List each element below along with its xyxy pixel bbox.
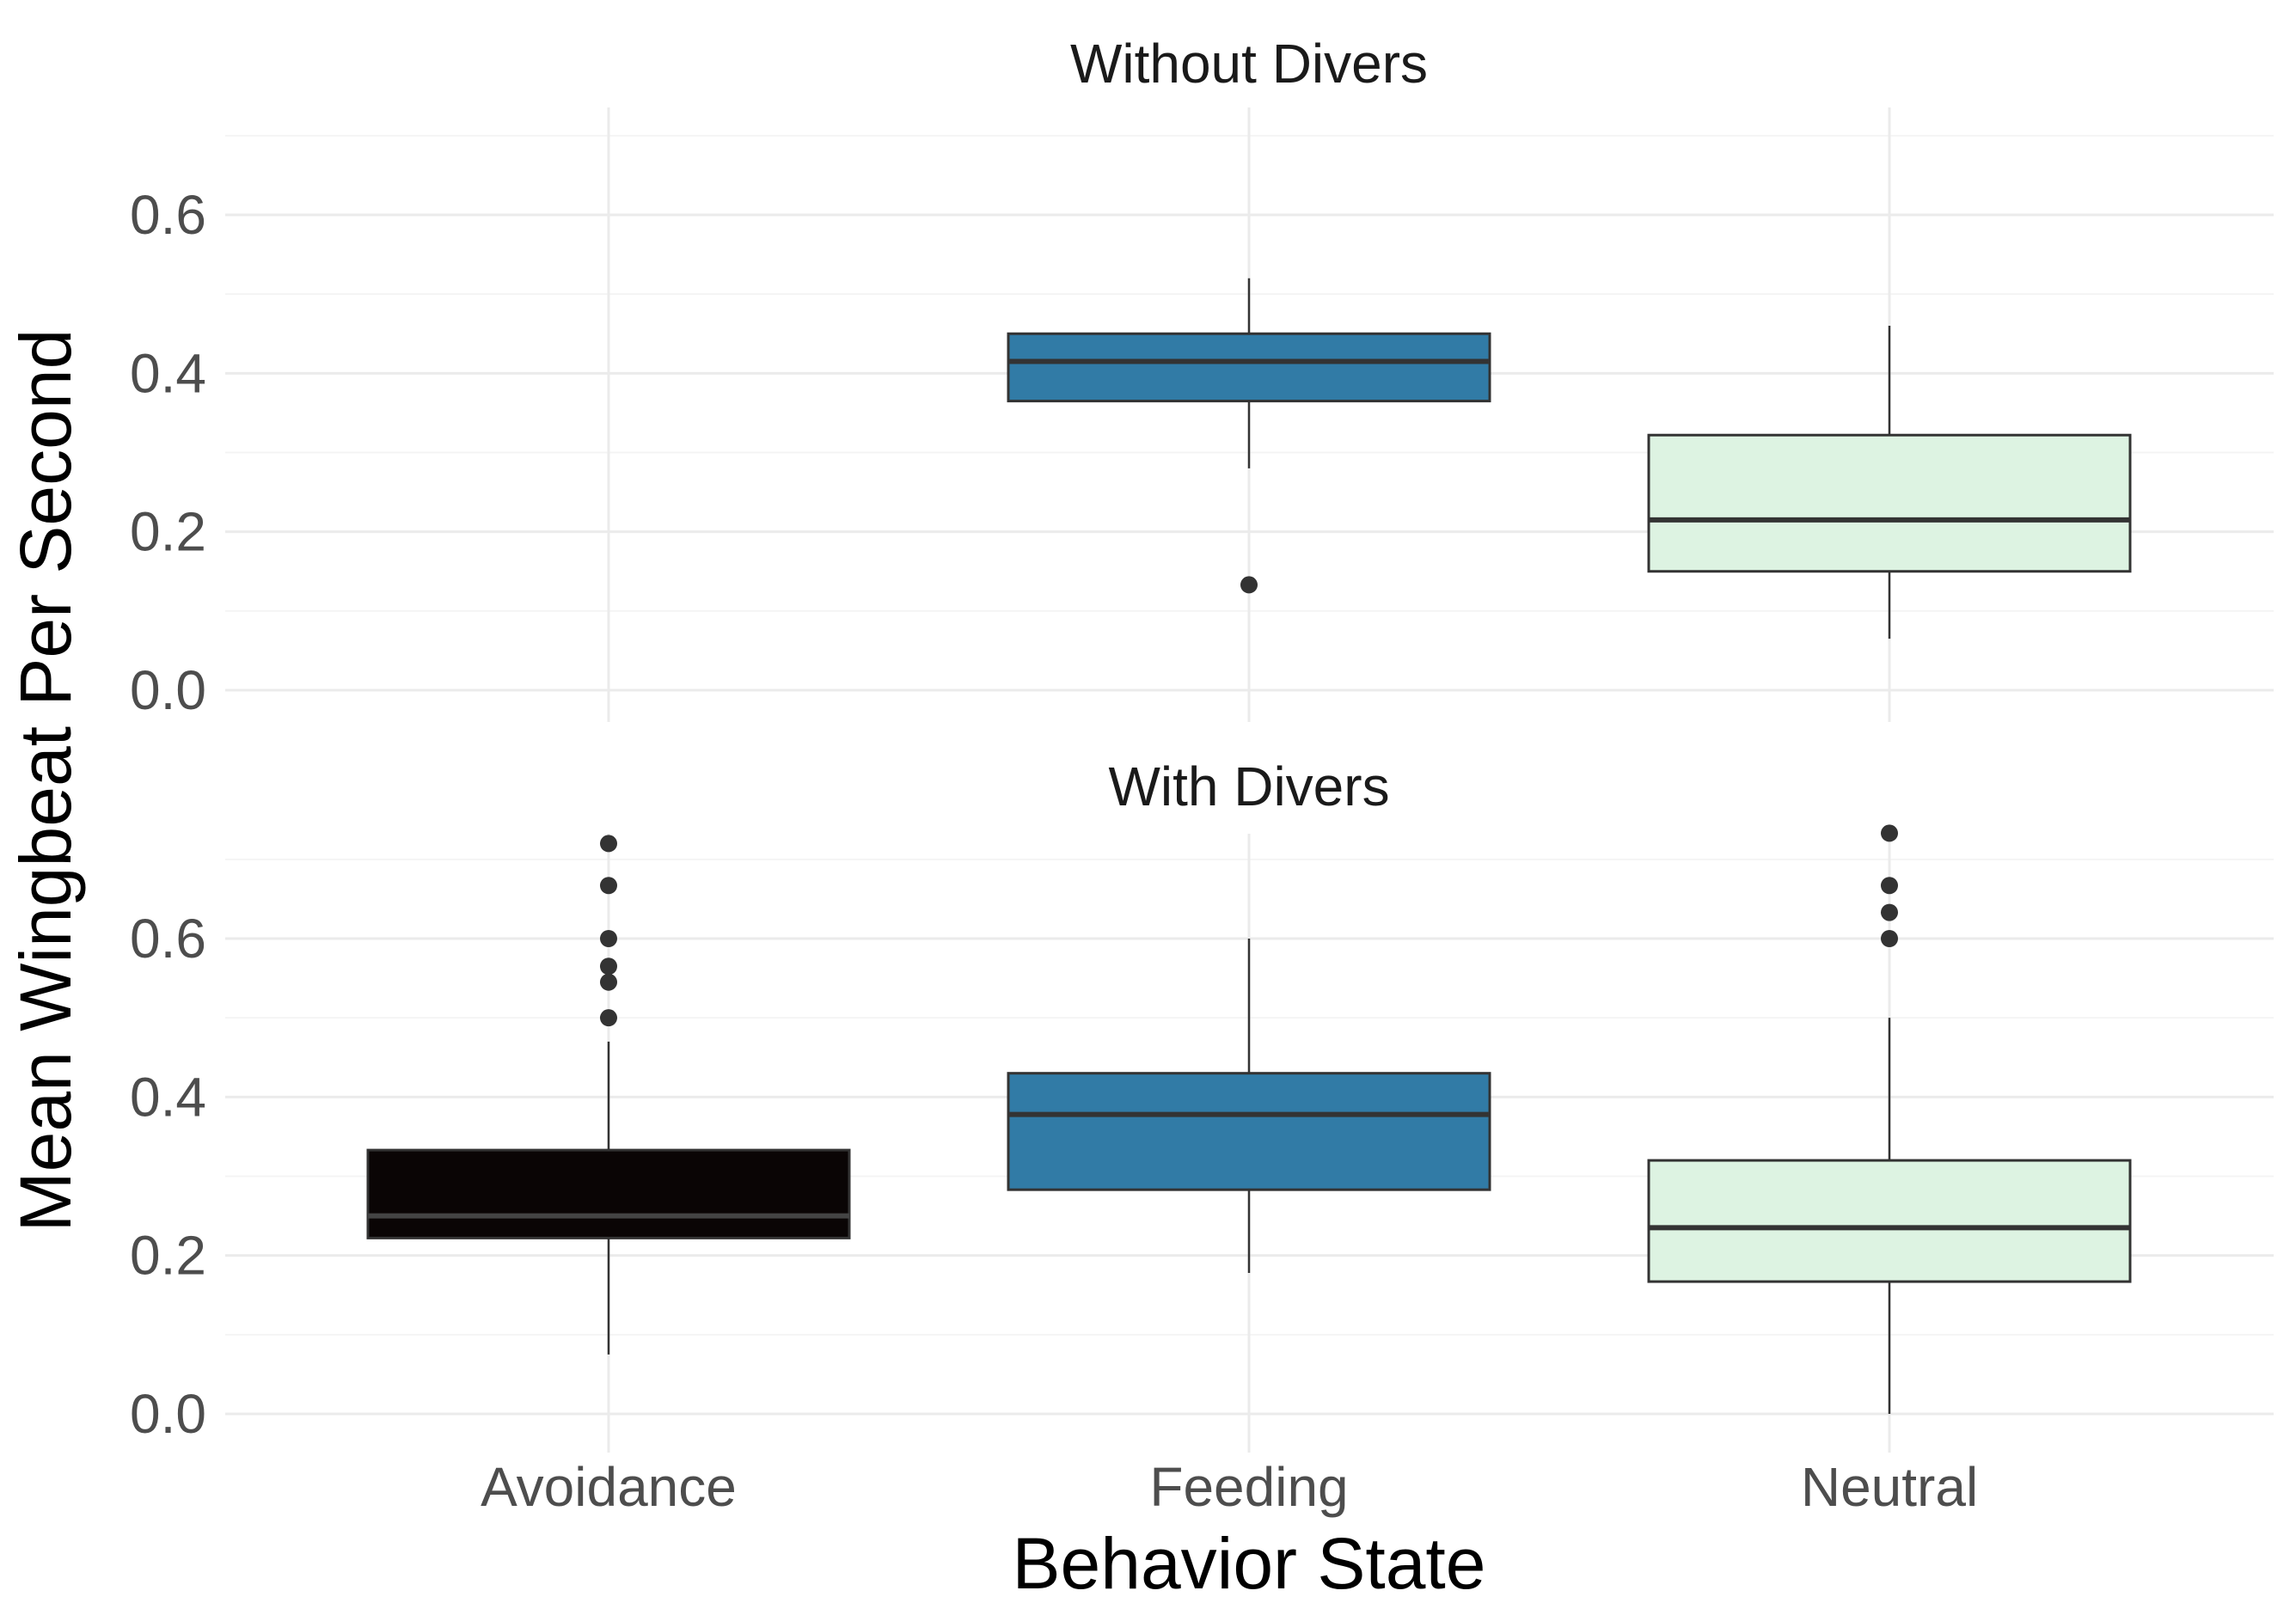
outlier-point <box>1881 903 1898 921</box>
outlier-point <box>1881 824 1898 842</box>
iqr-box <box>366 1148 851 1239</box>
iqr-box <box>1007 332 1491 403</box>
panel-with-divers: 0.0 0.2 0.4 0.6 <box>130 824 2274 1453</box>
y-tick-label: 0.2 <box>130 501 206 563</box>
x-tick-labels: Avoidance Feeding Neutral <box>481 1456 1978 1518</box>
iqr-box <box>1647 1159 2132 1283</box>
outlier-point <box>600 1009 617 1027</box>
y-tick-label: 0.6 <box>130 908 206 970</box>
outlier-point <box>600 957 617 976</box>
box-neutral <box>1647 824 2132 1414</box>
outlier-point <box>1881 930 1898 947</box>
outlier-point <box>600 973 617 991</box>
outlier-point <box>1240 576 1258 594</box>
x-tick-label-feeding: Feeding <box>1149 1456 1348 1518</box>
outlier-point <box>600 835 617 853</box>
outlier-point <box>600 930 617 947</box>
y-tick-label: 0.0 <box>130 659 206 721</box>
x-tick-label-neutral: Neutral <box>1801 1456 1978 1518</box>
iqr-box <box>1647 433 2132 573</box>
panel-title-with-divers: With Divers <box>1108 756 1389 817</box>
outlier-point <box>1881 877 1898 895</box>
outlier-point <box>600 877 617 895</box>
x-axis-title: Behavior State <box>1012 1523 1485 1604</box>
y-axis-title: Mean Wingbeat Per Second <box>5 329 86 1233</box>
iqr-box <box>1007 1072 1491 1191</box>
y-tick-label: 0.4 <box>130 342 206 404</box>
box-feeding <box>1007 939 1491 1273</box>
y-tick-label: 0.6 <box>130 184 206 246</box>
y-tick-label: 0.2 <box>130 1225 206 1287</box>
y-tick-label: 0.0 <box>130 1383 206 1445</box>
panel-title-without-divers: Without Divers <box>1070 33 1428 95</box>
box-avoidance <box>366 835 851 1355</box>
x-tick-label-avoidance: Avoidance <box>481 1456 737 1518</box>
panel-without-divers: 0.0 0.2 0.4 0.6 <box>130 107 2274 722</box>
y-tick-label: 0.4 <box>130 1066 206 1128</box>
box-neutral <box>1647 326 2132 639</box>
box-feeding <box>1007 278 1491 594</box>
